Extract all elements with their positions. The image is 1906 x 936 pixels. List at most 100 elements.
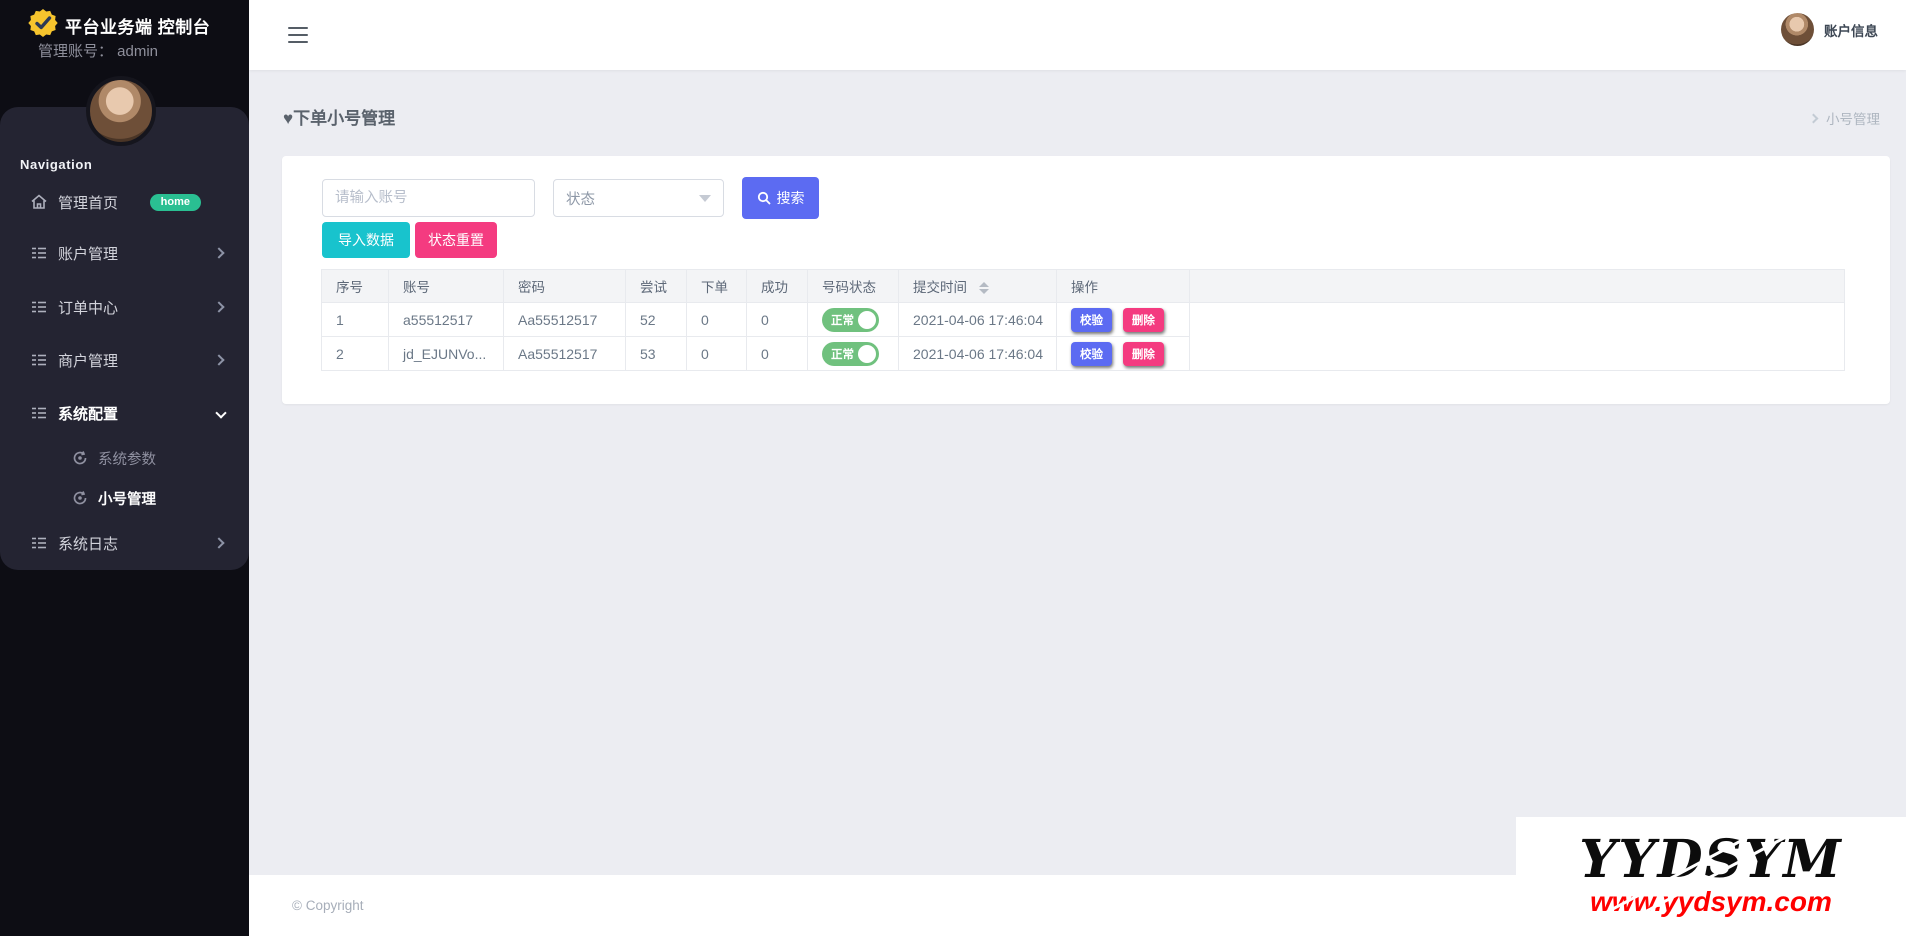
cell-status: 正常: [807, 302, 899, 337]
topbar-avatar: [1781, 13, 1814, 46]
breadcrumb: 小号管理: [1808, 108, 1880, 128]
cell-index: 2: [321, 336, 389, 371]
management-card: 状态 搜索 导入数据 状态重置 序号: [282, 156, 1890, 404]
sidebar: 平台业务端 控制台 管理账号： admin Navigation 管理首页 ho…: [0, 0, 249, 936]
sidebar-item-label: 账户管理: [58, 245, 119, 263]
breadcrumb-item[interactable]: 小号管理: [1826, 112, 1880, 127]
account-search-input[interactable]: [322, 179, 535, 217]
sidebar-item-system-config[interactable]: 系统配置: [0, 396, 249, 430]
sidebar-item-label: 小号管理: [98, 491, 156, 508]
table-row: 2 jd_EJUNVo... Aa55512517 53 0 0 正常: [321, 336, 1845, 371]
cell-password: Aa55512517: [503, 336, 626, 371]
sync-icon: [72, 450, 88, 466]
nav-heading: Navigation: [20, 157, 93, 172]
main-content: ♥下单小号管理 小号管理 状态 搜索 导入数据 状态重置: [249, 70, 1906, 936]
sidebar-item-alt-accounts[interactable]: 小号管理: [0, 481, 249, 515]
account-menu[interactable]: 账户信息: [1781, 13, 1878, 46]
col-password: 密码: [503, 269, 626, 303]
admin-account-label: 管理账号： admin: [38, 43, 159, 60]
sidebar-item-merchants[interactable]: 商户管理: [0, 343, 249, 377]
search-button[interactable]: 搜索: [742, 177, 819, 219]
brand: 平台业务端 控制台: [28, 8, 210, 43]
col-submit-time: 提交时间: [898, 269, 1057, 303]
chevron-right-icon: [213, 301, 225, 313]
copyright-text: © Copyright: [292, 898, 364, 913]
col-orders: 下单: [686, 269, 747, 303]
cell-orders: 0: [686, 302, 747, 337]
status-toggle[interactable]: 正常: [822, 341, 879, 366]
cell-success: 0: [746, 302, 808, 337]
topbar: 账户信息: [249, 0, 1906, 70]
menu-toggle-icon[interactable]: [288, 27, 308, 43]
account-info-label: 账户信息: [1824, 23, 1878, 39]
sidebar-item-label: 系统日志: [58, 535, 119, 553]
page-title: ♥下单小号管理: [283, 109, 396, 128]
cell-actions: 校验 删除: [1056, 336, 1190, 371]
sidebar-avatar[interactable]: [86, 76, 156, 146]
sort-icon[interactable]: [978, 282, 989, 295]
search-icon: [757, 191, 771, 205]
cell-password: Aa55512517: [503, 302, 626, 337]
col-index: 序号: [321, 269, 389, 303]
chevron-right-icon: [213, 247, 225, 259]
sidebar-item-label: 管理首页: [58, 194, 119, 212]
cell-submit-time: 2021-04-06 17:46:04: [898, 302, 1057, 337]
cell-orders: 0: [686, 336, 747, 371]
home-icon: [30, 193, 48, 211]
status-reset-button[interactable]: 状态重置: [415, 222, 497, 258]
toggle-knob-icon: [858, 310, 876, 329]
watermark-url: www.yydsym.com: [1590, 886, 1832, 918]
cell-status: 正常: [807, 336, 899, 371]
brand-badge-icon: [28, 8, 58, 43]
watermark: YYDSYM www.yydsym.com: [1516, 817, 1906, 936]
accounts-table: 序号 账号 密码 尝试 下单 成功 号码状态 提交时间 操作: [321, 269, 1845, 371]
cell-account: jd_EJUNVo...: [388, 336, 504, 371]
table-header-row: 序号 账号 密码 尝试 下单 成功 号码状态 提交时间 操作: [321, 269, 1845, 303]
sidebar-item-label: 系统参数: [98, 451, 156, 468]
status-select-value: 状态: [566, 191, 595, 208]
status-toggle[interactable]: 正常: [822, 307, 879, 332]
cell-attempts: 53: [625, 336, 687, 371]
verify-button[interactable]: 校验: [1071, 307, 1112, 332]
sidebar-item-dashboard[interactable]: 管理首页 home: [0, 185, 249, 219]
sync-icon: [72, 490, 88, 506]
cell-attempts: 52: [625, 302, 687, 337]
cell-account: a55512517: [388, 302, 504, 337]
sidebar-item-system-params[interactable]: 系统参数: [0, 441, 249, 475]
cell-success: 0: [746, 336, 808, 371]
chevron-down-icon: [215, 407, 227, 419]
col-status: 号码状态: [807, 269, 899, 303]
sidebar-item-orders[interactable]: 订单中心: [0, 290, 249, 324]
caret-down-icon: [699, 194, 711, 202]
breadcrumb-chevron-icon: [1808, 113, 1819, 123]
import-data-button[interactable]: 导入数据: [322, 222, 410, 258]
col-spacer: [1189, 269, 1845, 303]
sidebar-item-label: 商户管理: [58, 352, 119, 370]
sidebar-item-accounts[interactable]: 账户管理: [0, 236, 249, 270]
sidebar-item-label: 订单中心: [58, 299, 119, 317]
status-select[interactable]: 状态: [553, 179, 724, 217]
col-actions: 操作: [1056, 269, 1190, 303]
sidebar-item-system-logs[interactable]: 系统日志: [0, 526, 249, 560]
col-attempts: 尝试: [625, 269, 687, 303]
chevron-right-icon: [213, 537, 225, 549]
cell-actions: 校验 删除: [1056, 302, 1190, 337]
delete-button[interactable]: 删除: [1122, 341, 1164, 366]
list-icon: [30, 351, 48, 369]
col-success: 成功: [746, 269, 808, 303]
list-icon: [30, 298, 48, 316]
watermark-title: YYDSYM: [1548, 817, 1906, 936]
delete-button[interactable]: 删除: [1122, 307, 1164, 332]
cell-index: 1: [321, 302, 389, 337]
toggle-knob-icon: [858, 344, 876, 363]
sidebar-item-label: 系统配置: [58, 405, 119, 423]
chevron-right-icon: [213, 354, 225, 366]
cell-submit-time: 2021-04-06 17:46:04: [898, 336, 1057, 371]
list-icon: [30, 534, 48, 552]
home-badge: home: [149, 193, 201, 211]
app-title: 平台业务端 控制台: [65, 18, 211, 37]
verify-button[interactable]: 校验: [1071, 341, 1112, 366]
table-row: 1 a55512517 Aa55512517 52 0 0 正常: [321, 302, 1845, 371]
list-icon: [30, 404, 48, 422]
